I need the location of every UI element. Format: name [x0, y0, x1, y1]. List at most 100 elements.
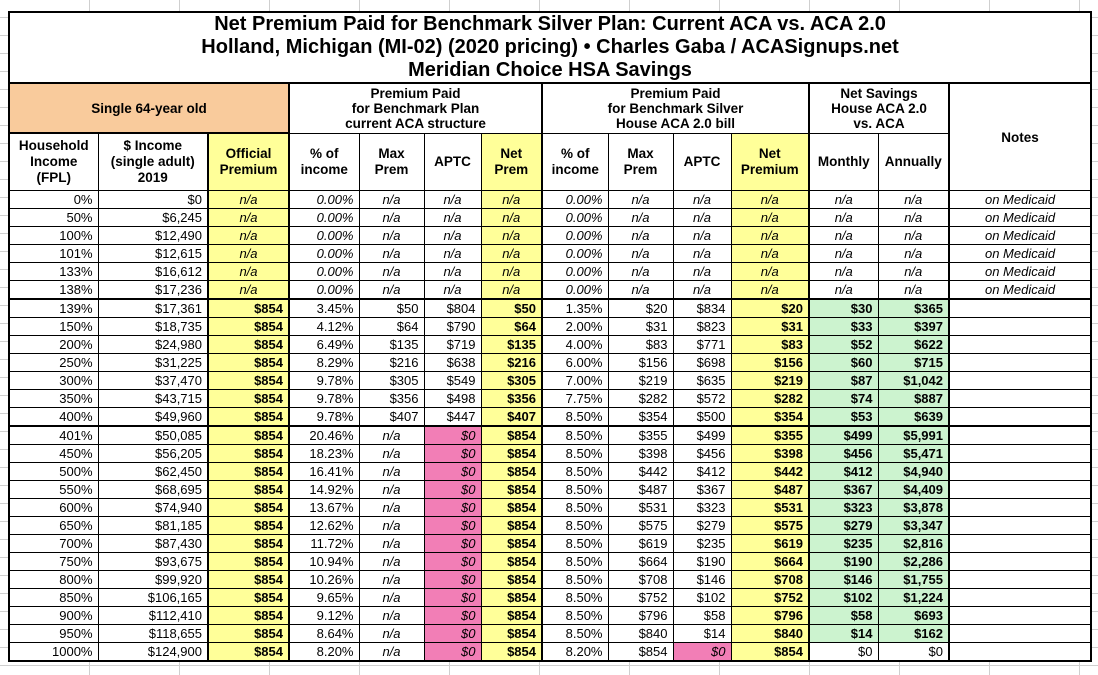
cell-notes[interactable]: [947, 624, 1092, 643]
cell-aca-max[interactable]: $216: [358, 353, 425, 372]
cell-a2-aptc[interactable]: n/a: [672, 244, 732, 263]
cell-aca-aptc[interactable]: $804: [423, 298, 482, 318]
cell-a2-max[interactable]: $854: [607, 642, 674, 662]
cell-aca-aptc[interactable]: $0: [423, 462, 482, 481]
cell-mo[interactable]: $412: [808, 462, 879, 481]
cell-a2-net[interactable]: $840: [730, 624, 810, 643]
cell-aca-aptc[interactable]: $549: [423, 371, 482, 390]
cell-notes[interactable]: on Medicaid: [947, 280, 1092, 300]
cell-mo[interactable]: n/a: [808, 226, 879, 245]
cell-notes[interactable]: [947, 498, 1092, 517]
cell-aca-net[interactable]: n/a: [480, 280, 543, 300]
cell-aca-pct[interactable]: 13.67%: [288, 498, 360, 517]
cell-a2-aptc[interactable]: $456: [672, 444, 732, 463]
cell-official[interactable]: $854: [207, 353, 290, 372]
cell-official[interactable]: $854: [207, 317, 290, 336]
cell-notes[interactable]: [947, 534, 1092, 553]
cell-aca-net[interactable]: $854: [480, 480, 543, 499]
cell-a2-pct[interactable]: 7.00%: [541, 371, 609, 390]
cell-a2-net[interactable]: $442: [730, 462, 810, 481]
cell-a2-max[interactable]: $355: [607, 425, 674, 445]
cell-a2-max[interactable]: $840: [607, 624, 674, 643]
cell-fpl[interactable]: 500%: [8, 462, 99, 481]
header-fpl[interactable]: Household Income (FPL): [8, 132, 99, 191]
cell-yr[interactable]: n/a: [877, 190, 950, 209]
cell-a2-aptc[interactable]: $235: [672, 534, 732, 553]
cell-fpl[interactable]: 150%: [8, 317, 99, 336]
cell-income[interactable]: $31,225: [97, 353, 209, 372]
cell-aca-max[interactable]: $135: [358, 335, 425, 354]
cell-a2-max[interactable]: $752: [607, 588, 674, 607]
cell-aca-pct[interactable]: 8.20%: [288, 642, 360, 662]
cell-a2-aptc[interactable]: $0: [672, 642, 732, 662]
cell-a2-max[interactable]: $619: [607, 534, 674, 553]
cell-official[interactable]: $854: [207, 552, 290, 571]
cell-aca-max[interactable]: n/a: [358, 262, 425, 281]
cell-mo[interactable]: $499: [808, 425, 879, 445]
cell-aca-net[interactable]: $854: [480, 624, 543, 643]
header-aca2-net-premium[interactable]: Net Premium: [730, 132, 810, 191]
cell-aca-max[interactable]: n/a: [358, 516, 425, 535]
cell-official[interactable]: $854: [207, 462, 290, 481]
cell-aca-pct[interactable]: 8.64%: [288, 624, 360, 643]
cell-a2-pct[interactable]: 0.00%: [541, 226, 609, 245]
cell-mo[interactable]: $323: [808, 498, 879, 517]
cell-a2-pct[interactable]: 8.50%: [541, 498, 609, 517]
cell-official[interactable]: $854: [207, 534, 290, 553]
cell-yr[interactable]: n/a: [877, 208, 950, 227]
cell-yr[interactable]: $5,991: [877, 425, 950, 445]
cell-aca-aptc[interactable]: $0: [423, 642, 482, 662]
cell-aca-net[interactable]: $64: [480, 317, 543, 336]
cell-a2-max[interactable]: n/a: [607, 244, 674, 263]
cell-a2-aptc[interactable]: $500: [672, 407, 732, 427]
cell-aca-net[interactable]: $854: [480, 534, 543, 553]
cell-a2-pct[interactable]: 8.50%: [541, 552, 609, 571]
cell-a2-pct[interactable]: 8.50%: [541, 570, 609, 589]
cell-income[interactable]: $17,236: [97, 280, 209, 300]
cell-notes[interactable]: on Medicaid: [947, 208, 1092, 227]
cell-aca-aptc[interactable]: $0: [423, 480, 482, 499]
cell-aca-pct[interactable]: 10.94%: [288, 552, 360, 571]
cell-income[interactable]: $93,675: [97, 552, 209, 571]
cell-aca-aptc[interactable]: $0: [423, 606, 482, 625]
cell-income[interactable]: $106,165: [97, 588, 209, 607]
cell-a2-pct[interactable]: 0.00%: [541, 208, 609, 227]
cell-a2-pct[interactable]: 8.50%: [541, 624, 609, 643]
cell-aca-max[interactable]: $407: [358, 407, 425, 427]
cell-yr[interactable]: $1,224: [877, 588, 950, 607]
cell-aca-aptc[interactable]: $0: [423, 624, 482, 643]
cell-mo[interactable]: $87: [808, 371, 879, 390]
cell-a2-pct[interactable]: 2.00%: [541, 317, 609, 336]
cell-official[interactable]: n/a: [207, 280, 290, 300]
cell-a2-net[interactable]: $282: [730, 389, 810, 408]
cell-aca-max[interactable]: n/a: [358, 606, 425, 625]
cell-a2-net[interactable]: $708: [730, 570, 810, 589]
cell-official[interactable]: $854: [207, 588, 290, 607]
cell-a2-max[interactable]: $531: [607, 498, 674, 517]
cell-income[interactable]: $16,612: [97, 262, 209, 281]
cell-aca-aptc[interactable]: $0: [423, 534, 482, 553]
cell-a2-aptc[interactable]: $823: [672, 317, 732, 336]
cell-aca-pct[interactable]: 10.26%: [288, 570, 360, 589]
cell-aca-max[interactable]: n/a: [358, 425, 425, 445]
cell-aca-pct[interactable]: 0.00%: [288, 280, 360, 300]
cell-yr[interactable]: $162: [877, 624, 950, 643]
cell-a2-max[interactable]: n/a: [607, 262, 674, 281]
cell-aca-max[interactable]: n/a: [358, 570, 425, 589]
cell-income[interactable]: $37,470: [97, 371, 209, 390]
cell-aca-aptc[interactable]: $0: [423, 516, 482, 535]
cell-aca-max[interactable]: n/a: [358, 498, 425, 517]
cell-aca-pct[interactable]: 0.00%: [288, 226, 360, 245]
cell-a2-aptc[interactable]: $190: [672, 552, 732, 571]
cell-aca-net[interactable]: n/a: [480, 244, 543, 263]
cell-yr[interactable]: $2,286: [877, 552, 950, 571]
cell-mo[interactable]: $60: [808, 353, 879, 372]
header-official-premium[interactable]: Official Premium: [207, 132, 290, 191]
header-aca-net-prem[interactable]: Net Prem: [480, 132, 543, 191]
cell-fpl[interactable]: 101%: [8, 244, 99, 263]
cell-a2-max[interactable]: n/a: [607, 190, 674, 209]
cell-notes[interactable]: [947, 570, 1092, 589]
cell-a2-max[interactable]: $708: [607, 570, 674, 589]
cell-a2-pct[interactable]: 8.50%: [541, 480, 609, 499]
cell-aca-net[interactable]: n/a: [480, 190, 543, 209]
